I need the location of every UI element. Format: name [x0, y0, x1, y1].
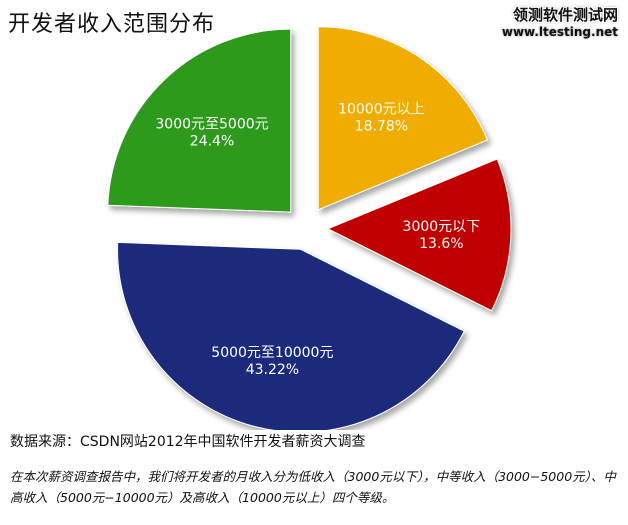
- slice-label-1: 3000元以下: [403, 219, 481, 235]
- slice-label-3: 3000元至5000元: [155, 116, 268, 132]
- slice-value-1: 13.6%: [419, 236, 463, 252]
- slice-value-0: 18.78%: [355, 118, 408, 134]
- slice-value-3: 24.4%: [190, 133, 234, 149]
- slice-label-2: 5000元至10000元: [211, 345, 333, 361]
- pie-slice-3: [107, 28, 292, 213]
- data-source: 数据来源：CSDN网站2012年中国软件开发者薪资大调查: [10, 434, 366, 450]
- slice-label-0: 10000元以上: [338, 101, 425, 117]
- pie-slice-1: [326, 158, 512, 312]
- slice-value-2: 43.22%: [246, 362, 299, 378]
- site-logo: 领测软件测试网 www.ltesting.net: [502, 4, 618, 39]
- logo-name: 领测软件测试网: [512, 6, 618, 24]
- pie-slice-0: [317, 26, 489, 211]
- pie-slices: [107, 26, 512, 430]
- logo-url: www.ltesting.net: [501, 25, 618, 39]
- report-note: 在本次薪资调查报告中，我们将开发者的月收入分为低收入（3000元以下），中等收入…: [10, 469, 616, 505]
- chart-title: 开发者收入范围分布: [8, 12, 216, 37]
- pie-slice-2: [117, 241, 465, 430]
